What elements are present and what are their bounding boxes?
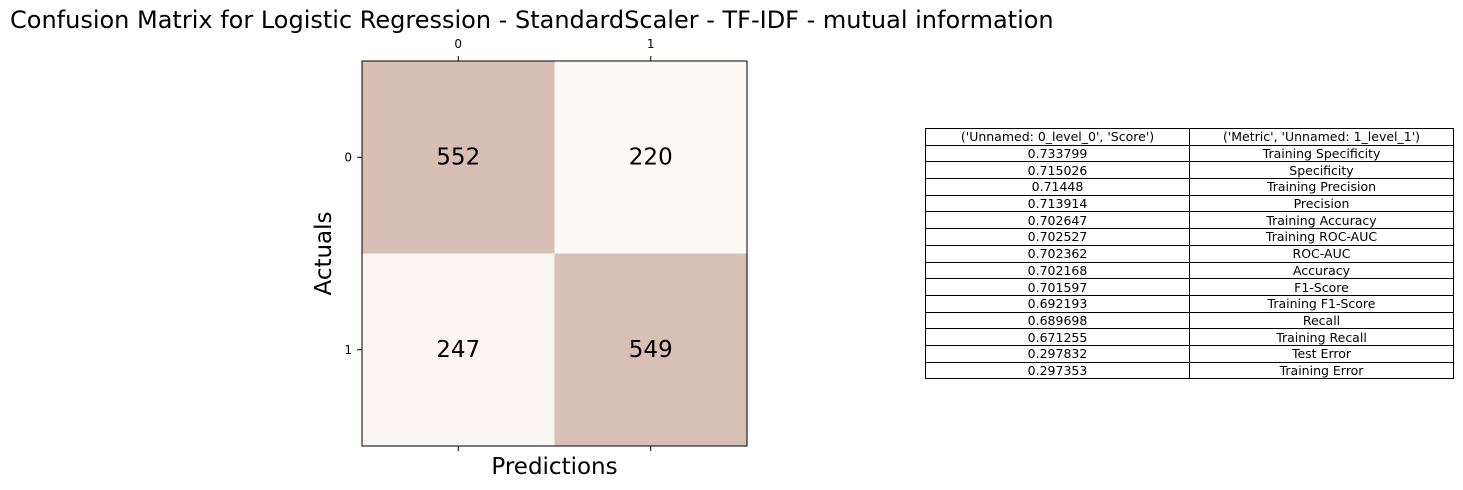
chart-title: Confusion Matrix for Logistic Regression…: [10, 6, 1054, 34]
score-cell: 0.702527: [925, 228, 1190, 246]
table-header-cell: ('Unnamed: 0_level_0', 'Score'): [925, 128, 1190, 146]
metrics-table: ('Unnamed: 0_level_0', 'Score') ('Metric'…: [925, 128, 1454, 380]
table-row: 0.71448 Training Precision: [925, 178, 1454, 196]
matrix-cell: [362, 61, 555, 254]
y-tick-label: 0: [344, 150, 352, 164]
score-cell: 0.701597: [925, 278, 1190, 296]
metric-cell: Training Specificity: [1189, 144, 1454, 163]
cell-value-label: 549: [629, 337, 673, 363]
x-tick-label: 1: [647, 37, 655, 51]
matrix-cell: [362, 253, 555, 446]
table-row: 0.702647 Training Accuracy: [925, 211, 1454, 230]
score-cell: 0.713914: [925, 194, 1190, 213]
x-tick-label: 0: [454, 37, 462, 51]
y-tick-label: 1: [344, 343, 352, 357]
metric-cell: Accuracy: [1189, 261, 1454, 280]
table-row: 0.701597 F1-Score: [925, 278, 1454, 296]
cell-value-label: 220: [629, 144, 673, 170]
metric-cell: Training ROC-AUC: [1189, 228, 1454, 246]
score-cell: 0.692193: [925, 294, 1190, 313]
metric-cell: F1-Score: [1189, 278, 1454, 296]
score-cell: 0.71448: [925, 178, 1190, 196]
table-row: 0.733799 Training Specificity: [925, 144, 1454, 163]
cell-value-label: 552: [436, 144, 480, 170]
matrix-cell: [554, 253, 747, 446]
metric-cell: ROC-AUC: [1189, 244, 1454, 263]
table-row: 0.692193 Training F1-Score: [925, 294, 1454, 313]
score-cell: 0.702647: [925, 211, 1190, 230]
table-row: 0.671255 Training Recall: [925, 328, 1454, 346]
metric-cell: Training Accuracy: [1189, 211, 1454, 230]
metric-cell: Training F1-Score: [1189, 294, 1454, 313]
table-row: 0.297353 Training Error: [925, 361, 1454, 380]
table-row: 0.702168 Accuracy: [925, 261, 1454, 280]
score-cell: 0.733799: [925, 144, 1190, 163]
table-row: 0.715026 Specificity: [925, 161, 1454, 180]
table-row: 0.702527 Training ROC-AUC: [925, 228, 1454, 246]
table-row: 0.689698 Recall: [925, 311, 1454, 330]
matrix-cell: [554, 61, 747, 254]
table-row: 0.713914 Precision: [925, 194, 1454, 213]
plot-frame: [361, 60, 748, 447]
table-row: 0.297832 Test Error: [925, 344, 1454, 363]
metric-cell: Precision: [1189, 194, 1454, 213]
metrics-table-body: ('Unnamed: 0_level_0', 'Score') ('Metric'…: [925, 128, 1454, 380]
metric-cell: Test Error: [1189, 344, 1454, 363]
table-row: 0.702362 ROC-AUC: [925, 244, 1454, 263]
metric-cell: Training Error: [1189, 361, 1454, 380]
metric-cell: Training Precision: [1189, 178, 1454, 196]
table-header-cell: ('Metric', 'Unnamed: 1_level_1'): [1189, 128, 1454, 146]
table-header-row: ('Unnamed: 0_level_0', 'Score') ('Metric'…: [925, 128, 1454, 146]
score-cell: 0.297353: [925, 361, 1190, 380]
metric-cell: Recall: [1189, 311, 1454, 330]
score-cell: 0.702362: [925, 244, 1190, 263]
score-cell: 0.297832: [925, 344, 1190, 363]
cell-value-label: 247: [436, 337, 480, 363]
y-axis-label: Actuals: [311, 211, 337, 295]
score-cell: 0.671255: [925, 328, 1190, 346]
score-cell: 0.715026: [925, 161, 1190, 180]
x-axis-label: Predictions: [491, 454, 617, 480]
score-cell: 0.689698: [925, 311, 1190, 330]
metric-cell: Training Recall: [1189, 328, 1454, 346]
score-cell: 0.702168: [925, 261, 1190, 280]
metric-cell: Specificity: [1189, 161, 1454, 180]
